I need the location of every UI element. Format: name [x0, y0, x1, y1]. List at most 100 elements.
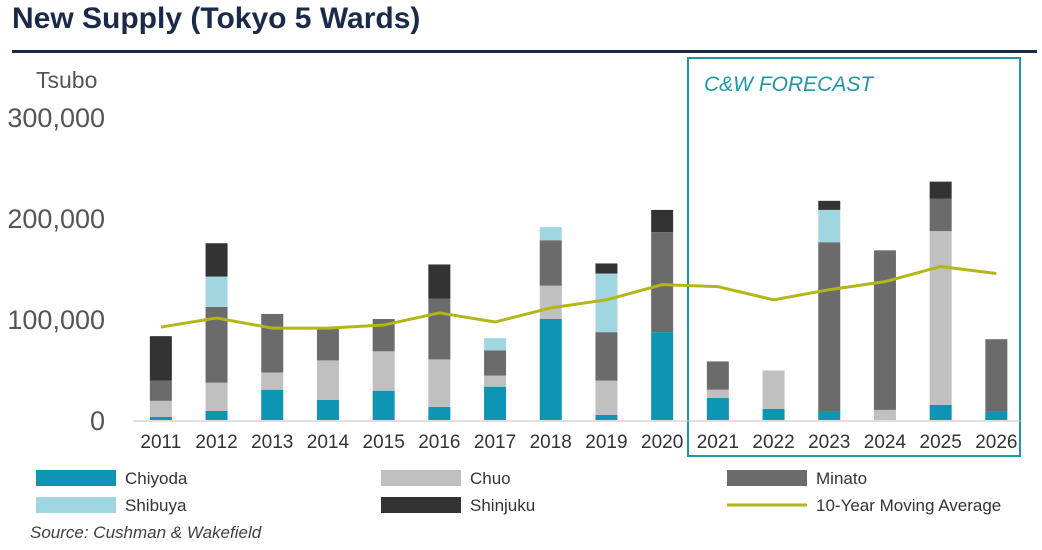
legend-swatch-shinjuku — [381, 497, 461, 513]
bar-segment-chuo-2013 — [261, 372, 284, 390]
y-axis-ticks: 0 100,000 200,000 300,000 — [7, 103, 105, 436]
bar-segment-minato-2013 — [261, 313, 284, 373]
y-tick-label: 0 — [90, 406, 105, 436]
x-tick-label: 2017 — [474, 432, 516, 453]
bar-segment-chiyoda-2018 — [539, 319, 562, 420]
forecast-box — [687, 57, 1021, 457]
x-tick-label: 2020 — [641, 432, 683, 453]
bar-segment-chiyoda-2022 — [762, 408, 785, 420]
bar-segment-chiyoda-2023 — [818, 411, 841, 420]
forecast-label: C&W FORECAST — [704, 73, 875, 96]
legend-label-shibuya: Shibuya — [125, 496, 187, 515]
x-tick-label: 2023 — [808, 432, 850, 453]
bar-segment-chiyoda-2012 — [205, 410, 228, 420]
moving-average-polyline — [160, 264, 997, 330]
x-axis-ticks: 2011 2012 2013 2014 2015 2016 2017 2018 2019 2020… — [140, 432, 1017, 453]
bar-segment-chiyoda-2011 — [149, 416, 172, 420]
bar-segment-chiyoda-2021 — [706, 397, 729, 420]
bar-segment-shibuya-2018 — [539, 227, 562, 241]
bar-segment-chuo-2014 — [316, 360, 339, 400]
x-tick-label: 2011 — [140, 432, 181, 453]
legend-swatch-chiyoda — [36, 470, 116, 486]
bar-segment-chiyoda-2017 — [484, 386, 507, 420]
x-tick-label: 2015 — [363, 432, 405, 453]
bar-segment-minato-2012 — [205, 306, 228, 383]
bar-segment-shibuya-2023 — [818, 209, 841, 243]
legend-label-chuo: Chuo — [470, 469, 511, 488]
bar-segment-minato-2023 — [818, 242, 841, 412]
bar-segment-minato-2020 — [651, 232, 674, 333]
x-tick-label: 2025 — [920, 432, 962, 453]
bar-segment-chuo-2019 — [595, 380, 618, 415]
bar-segment-shibuya-2019 — [595, 273, 618, 333]
x-tick-label: 2018 — [530, 432, 572, 453]
forecast-region: C&W FORECAST — [687, 57, 1021, 457]
y-axis-label: Tsubo — [36, 67, 97, 93]
bar-segment-chuo-2011 — [149, 400, 172, 417]
x-tick-label: 2024 — [864, 432, 907, 453]
bar-segment-chuo-2017 — [484, 375, 507, 387]
bar-segment-shinjuku-2023 — [818, 200, 841, 210]
bar-segment-chuo-2021 — [706, 389, 729, 398]
bar-segment-minato-2011 — [149, 380, 172, 401]
bar-segment-shinjuku-2012 — [205, 243, 228, 277]
bar-segment-chuo-2018 — [539, 285, 562, 319]
bar-segment-shibuya-2017 — [484, 338, 507, 351]
legend: Chiyoda Chuo Minato Shibuya Shinjuku 10-Year … — [36, 469, 1001, 515]
y-tick-label: 100,000 — [7, 305, 105, 335]
x-tick-label: 2013 — [251, 432, 293, 453]
bar-segment-minato-2021 — [706, 361, 729, 390]
bar-segment-minato-2025 — [929, 198, 952, 232]
x-tick-label: 2016 — [418, 432, 460, 453]
bar-segment-chiyoda-2016 — [428, 406, 451, 420]
bar-segment-shinjuku-2011 — [149, 336, 172, 381]
legend-swatch-chuo — [381, 470, 461, 486]
bar-segment-minato-2015 — [372, 319, 395, 352]
page-title: New Supply (Tokyo 5 Wards) — [12, 2, 421, 35]
bar-segment-shibuya-2012 — [205, 276, 228, 307]
bar-segment-shinjuku-2019 — [595, 263, 618, 274]
bar-segment-chiyoda-2013 — [261, 389, 284, 420]
bars — [149, 181, 1008, 420]
x-tick-label: 2021 — [697, 432, 739, 453]
bar-segment-chuo-2024 — [873, 409, 896, 420]
bar-segment-shinjuku-2020 — [651, 209, 674, 233]
source-note: Source: Cushman & Wakefield — [30, 523, 262, 542]
bar-segment-shinjuku-2016 — [428, 264, 451, 299]
legend-label-chiyoda: Chiyoda — [125, 469, 188, 488]
legend-label-moving_average: 10-Year Moving Average — [816, 496, 1001, 515]
bar-segment-chuo-2022 — [762, 370, 785, 409]
moving-average-line — [160, 264, 997, 330]
bar-segment-minato-2017 — [484, 350, 507, 376]
bar-segment-chiyoda-2025 — [929, 404, 952, 420]
x-tick-label: 2026 — [975, 432, 1017, 453]
bar-segment-chuo-2025 — [929, 231, 952, 405]
bar-segment-minato-2024 — [873, 250, 896, 410]
bar-segment-chiyoda-2020 — [651, 332, 674, 420]
x-tick-label: 2022 — [752, 432, 794, 453]
bar-segment-minato-2026 — [985, 339, 1008, 412]
legend-label-shinjuku: Shinjuku — [470, 496, 535, 515]
y-tick-label: 300,000 — [7, 103, 105, 133]
bar-segment-minato-2014 — [316, 328, 339, 361]
bar-segment-chuo-2016 — [428, 359, 451, 407]
bar-segment-chiyoda-2026 — [985, 411, 1008, 420]
bar-segment-minato-2018 — [539, 240, 562, 286]
y-tick-label: 200,000 — [7, 204, 105, 234]
x-tick-label: 2012 — [195, 432, 237, 453]
legend-swatch-minato — [727, 470, 807, 486]
bar-segment-chiyoda-2019 — [595, 414, 618, 420]
bar-segment-minato-2019 — [595, 332, 618, 381]
bar-segment-chuo-2015 — [372, 351, 395, 391]
x-tick-label: 2019 — [585, 432, 627, 453]
x-tick-label: 2014 — [307, 432, 350, 453]
bar-segment-shinjuku-2025 — [929, 181, 952, 199]
bar-segment-chuo-2012 — [205, 382, 228, 411]
bar-segment-chiyoda-2014 — [316, 399, 339, 420]
bar-segment-chiyoda-2015 — [372, 390, 395, 420]
legend-swatch-shibuya — [36, 497, 116, 513]
title-divider — [12, 50, 1037, 53]
legend-label-minato: Minato — [816, 469, 867, 488]
bar-segment-minato-2016 — [428, 298, 451, 360]
